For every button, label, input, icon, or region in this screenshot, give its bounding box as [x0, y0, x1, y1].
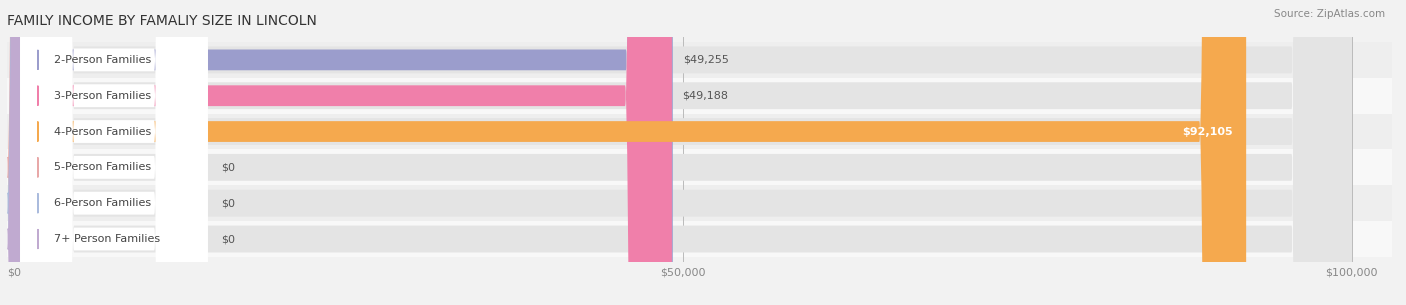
Text: 3-Person Families: 3-Person Families	[53, 91, 150, 101]
FancyBboxPatch shape	[14, 0, 1246, 305]
FancyBboxPatch shape	[14, 0, 1351, 305]
Text: $49,255: $49,255	[683, 55, 730, 65]
FancyBboxPatch shape	[21, 0, 208, 305]
FancyBboxPatch shape	[14, 0, 1351, 305]
Bar	[7, 42, 1392, 78]
FancyBboxPatch shape	[7, 0, 60, 305]
FancyBboxPatch shape	[14, 0, 1351, 305]
Text: Source: ZipAtlas.com: Source: ZipAtlas.com	[1274, 9, 1385, 19]
FancyBboxPatch shape	[7, 0, 60, 305]
FancyBboxPatch shape	[14, 0, 1351, 305]
Bar	[7, 114, 1392, 149]
Text: 5-Person Families: 5-Person Families	[53, 162, 150, 172]
FancyBboxPatch shape	[21, 0, 208, 305]
FancyBboxPatch shape	[7, 0, 60, 305]
Bar	[7, 78, 1392, 114]
Text: 6-Person Families: 6-Person Families	[53, 198, 150, 208]
Text: $0: $0	[221, 162, 235, 172]
Text: 2-Person Families: 2-Person Families	[53, 55, 150, 65]
Text: $0: $0	[221, 198, 235, 208]
FancyBboxPatch shape	[14, 0, 1351, 305]
FancyBboxPatch shape	[21, 0, 208, 305]
Bar	[7, 149, 1392, 185]
Text: FAMILY INCOME BY FAMALIY SIZE IN LINCOLN: FAMILY INCOME BY FAMALIY SIZE IN LINCOLN	[7, 15, 316, 28]
FancyBboxPatch shape	[14, 0, 673, 305]
FancyBboxPatch shape	[21, 0, 208, 305]
Text: $49,188: $49,188	[682, 91, 728, 101]
Bar	[7, 221, 1392, 257]
FancyBboxPatch shape	[14, 0, 672, 305]
FancyBboxPatch shape	[21, 0, 208, 305]
Text: 4-Person Families: 4-Person Families	[53, 127, 150, 137]
Text: $0: $0	[221, 234, 235, 244]
FancyBboxPatch shape	[21, 0, 208, 305]
Bar	[7, 185, 1392, 221]
Text: 7+ Person Families: 7+ Person Families	[53, 234, 160, 244]
FancyBboxPatch shape	[14, 0, 1351, 305]
Text: $92,105: $92,105	[1182, 127, 1233, 137]
